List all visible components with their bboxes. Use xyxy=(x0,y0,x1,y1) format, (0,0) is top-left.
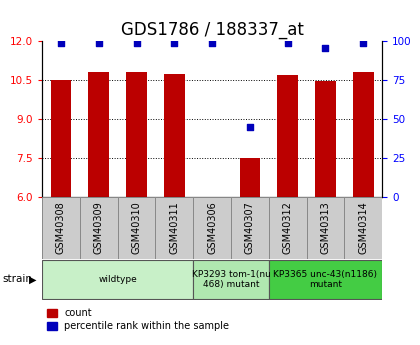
Text: GSM40310: GSM40310 xyxy=(131,201,142,254)
Bar xyxy=(353,72,374,197)
Bar xyxy=(239,158,260,197)
Text: GSM40312: GSM40312 xyxy=(283,201,293,254)
Bar xyxy=(193,259,269,299)
Legend: count, percentile rank within the sample: count, percentile rank within the sample xyxy=(47,308,229,332)
Point xyxy=(171,40,178,46)
Bar xyxy=(193,197,231,259)
Point xyxy=(209,40,215,46)
Bar xyxy=(42,259,193,299)
Text: GSM40308: GSM40308 xyxy=(56,201,66,254)
Bar xyxy=(155,197,193,259)
Text: KP3293 tom-1(nu
468) mutant: KP3293 tom-1(nu 468) mutant xyxy=(192,270,270,289)
Point xyxy=(133,40,140,46)
Bar xyxy=(126,72,147,197)
Bar xyxy=(277,75,298,197)
Point xyxy=(360,40,367,46)
Text: ▶: ▶ xyxy=(29,275,36,284)
Bar xyxy=(42,197,80,259)
Bar xyxy=(118,197,155,259)
Text: GSM40314: GSM40314 xyxy=(358,201,368,254)
Text: wildtype: wildtype xyxy=(98,275,137,284)
Point xyxy=(284,40,291,46)
Bar xyxy=(80,197,118,259)
Bar xyxy=(315,81,336,197)
Bar xyxy=(50,80,71,197)
Bar xyxy=(307,197,344,259)
Point xyxy=(58,40,64,46)
Bar xyxy=(88,72,109,197)
Point xyxy=(322,45,329,50)
Bar xyxy=(269,259,382,299)
Bar xyxy=(344,197,382,259)
Text: strain: strain xyxy=(2,275,32,284)
Bar xyxy=(269,197,307,259)
Text: GSM40307: GSM40307 xyxy=(245,201,255,254)
Text: GSM40309: GSM40309 xyxy=(94,201,104,254)
Bar xyxy=(164,74,185,197)
Point xyxy=(95,40,102,46)
Title: GDS1786 / 188337_at: GDS1786 / 188337_at xyxy=(121,21,304,39)
Text: KP3365 unc-43(n1186)
mutant: KP3365 unc-43(n1186) mutant xyxy=(273,270,378,289)
Bar xyxy=(231,197,269,259)
Text: GSM40313: GSM40313 xyxy=(320,201,331,254)
Text: GSM40311: GSM40311 xyxy=(169,201,179,254)
Text: GSM40306: GSM40306 xyxy=(207,201,217,254)
Point xyxy=(247,124,253,130)
